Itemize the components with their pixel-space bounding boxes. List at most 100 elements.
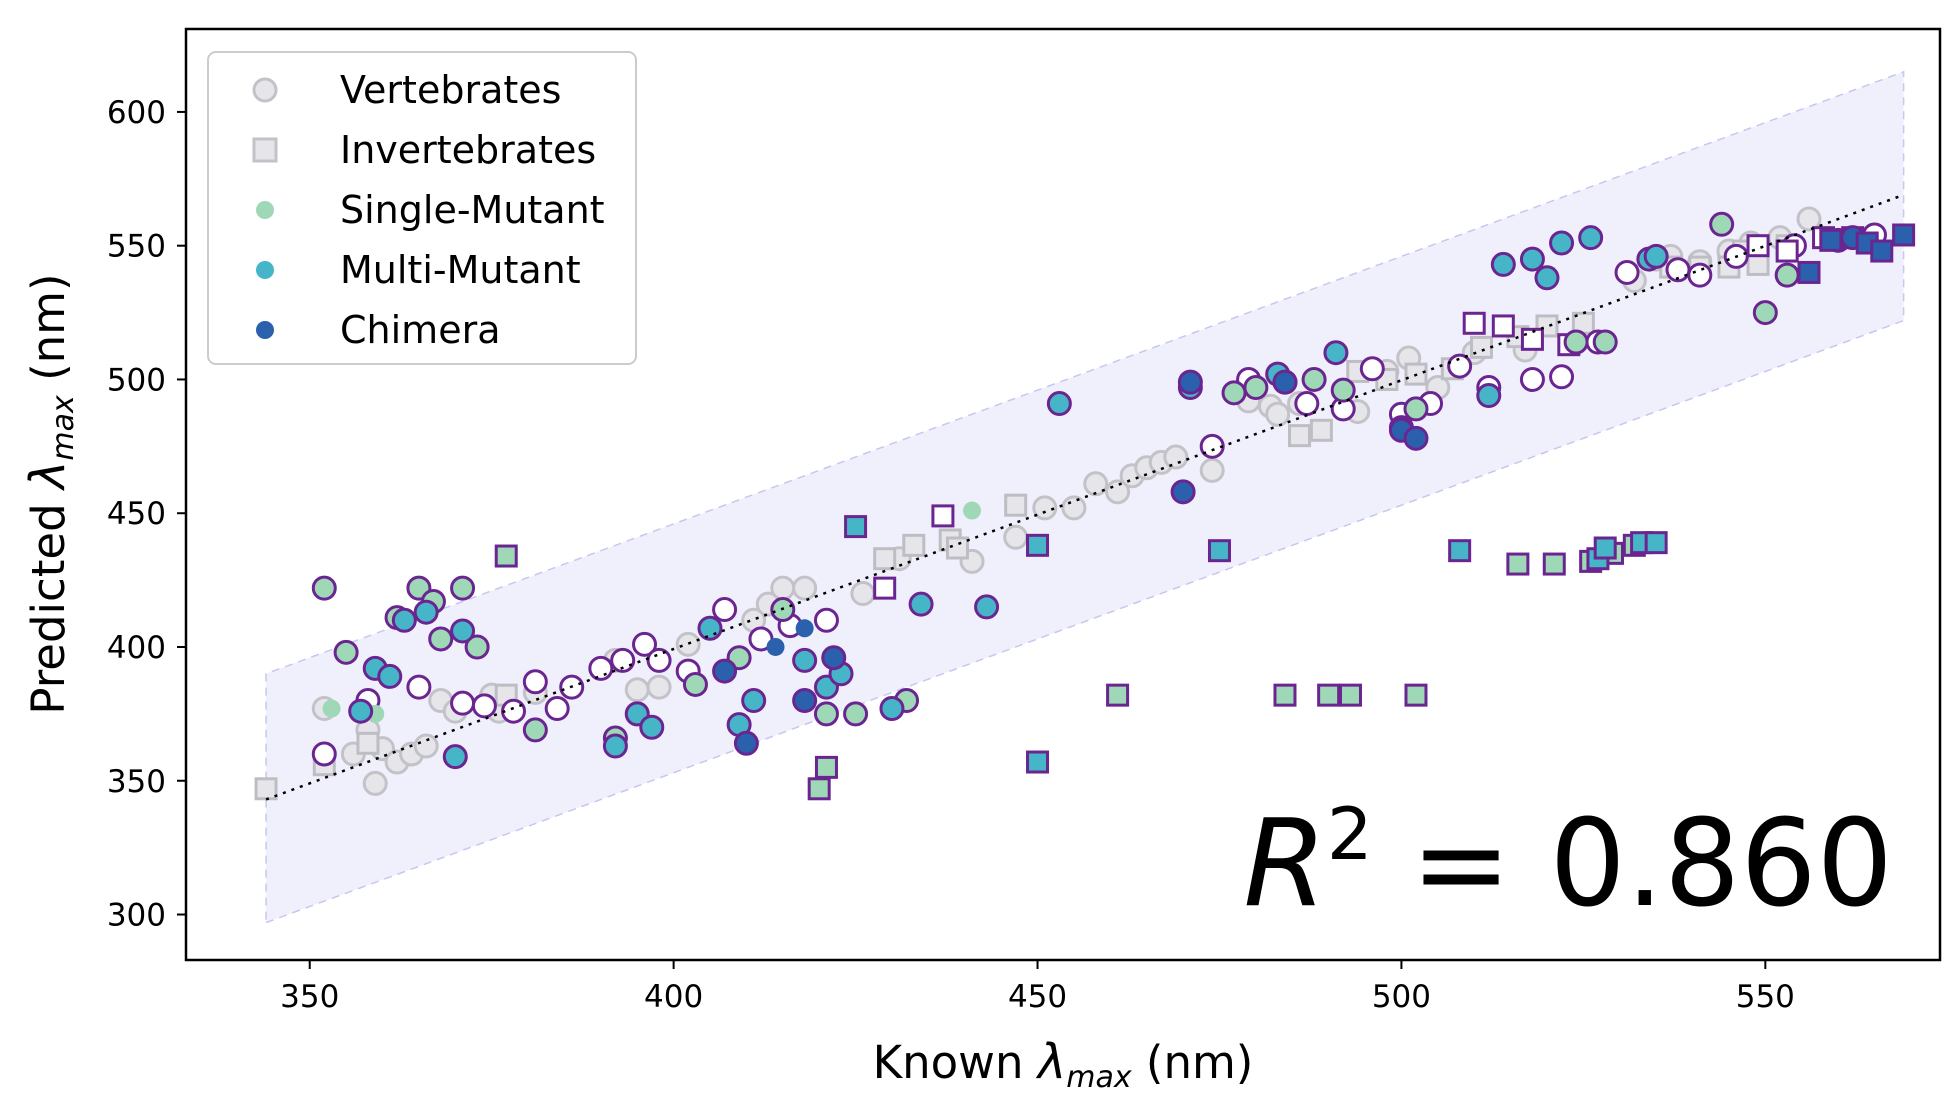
data-point-circle — [850, 580, 876, 606]
y-tick-label: 450 — [107, 496, 166, 532]
data-point-circle — [1032, 495, 1058, 521]
prediction-band-layer — [265, 70, 1905, 924]
data-point-circle — [1243, 374, 1269, 400]
data-point-circle — [1709, 211, 1735, 237]
data-point-square — [844, 515, 868, 539]
data-point-square — [945, 536, 969, 560]
data-point-square — [902, 533, 926, 557]
data-point-circle — [697, 615, 723, 641]
data-point-circle — [1003, 524, 1029, 550]
data-point-circle — [682, 671, 708, 697]
data-point-circle — [792, 575, 818, 601]
data-point-square — [1506, 552, 1530, 576]
data-point-circle — [413, 599, 439, 625]
data-point-circle — [413, 733, 439, 759]
prediction-band — [265, 70, 1905, 924]
data-point-circle — [1403, 425, 1429, 451]
data-point-circle — [1614, 259, 1640, 285]
legend-label: Single-Mutant — [340, 188, 605, 232]
data-point-square — [807, 777, 831, 801]
y-tick-label: 300 — [107, 898, 166, 934]
data-point-circle — [963, 501, 982, 520]
data-point-circle — [450, 575, 476, 601]
data-point-circle — [712, 658, 738, 684]
legend-label: Invertebrates — [340, 128, 596, 172]
data-point-square — [1273, 683, 1297, 707]
data-point-square — [1448, 539, 1472, 563]
data-point-circle — [348, 698, 374, 724]
x-tick-label: 350 — [280, 979, 339, 1015]
data-point-circle — [450, 618, 476, 644]
data-point-square — [873, 547, 897, 571]
data-point-circle — [1083, 471, 1109, 497]
legend-box — [207, 51, 637, 365]
data-point-circle — [795, 619, 814, 638]
data-point-square — [1593, 536, 1617, 560]
data-point-circle — [1752, 300, 1778, 326]
fit-line — [265, 193, 1905, 801]
data-point-circle — [442, 744, 468, 770]
data-point-square — [1775, 239, 1799, 263]
data-point-circle — [1163, 444, 1189, 470]
data-point-circle — [1403, 396, 1429, 422]
r-squared-annotation: R2 = 0.860 — [1243, 792, 1893, 934]
data-point-square — [1026, 533, 1050, 557]
legend-marker-square — [252, 137, 278, 163]
data-point-circle — [1592, 329, 1618, 355]
data-point-square — [1309, 418, 1333, 442]
legend-marker-dot — [256, 321, 274, 339]
data-point-square — [494, 544, 518, 568]
y-tick-label: 550 — [107, 229, 166, 265]
data-point-square — [254, 777, 278, 801]
plot-frame — [184, 27, 1942, 962]
data-point-square — [1644, 531, 1668, 555]
data-point-circle — [741, 687, 767, 713]
data-point-circle — [610, 647, 636, 673]
data-point-circle — [1359, 356, 1385, 382]
data-point-circle — [879, 696, 905, 722]
data-point-square — [1106, 683, 1130, 707]
data-point-circle — [1796, 206, 1822, 232]
x-axis-ticks: 350 400 450 500 550 — [280, 960, 1795, 1015]
data-point-circle — [1265, 401, 1291, 427]
data-point-circle — [1643, 243, 1669, 269]
data-point-circle — [766, 637, 785, 656]
data-point-square — [931, 504, 955, 528]
data-point-circle — [1774, 262, 1800, 288]
data-point-square — [1004, 493, 1028, 517]
data-point-square — [1892, 223, 1916, 247]
data-point-circle — [646, 647, 672, 673]
x-tick-label: 550 — [1736, 979, 1795, 1015]
legend: Vertebrates Invertebrates Single-Mutant Mul… — [207, 51, 637, 365]
data-point-circle — [391, 607, 417, 633]
data-point-circle — [1272, 369, 1298, 395]
fit-line-layer — [265, 193, 1905, 801]
data-point-circle — [646, 674, 672, 700]
data-point-circle — [322, 699, 341, 718]
data-point-circle — [1177, 369, 1203, 395]
data-point-square — [1026, 750, 1050, 774]
data-point-circle — [1323, 340, 1349, 366]
data-point-square — [1317, 683, 1341, 707]
data-point-circle — [471, 693, 497, 719]
data-point-circle — [1199, 457, 1225, 483]
data-point-circle — [1476, 383, 1502, 409]
legend-label: Chimera — [340, 308, 500, 352]
data-point-square — [1491, 314, 1515, 338]
data-point-circle — [428, 626, 454, 652]
data-point-circle — [733, 730, 759, 756]
data-point-circle — [1563, 329, 1589, 355]
data-point-circle — [464, 634, 490, 660]
legend-marker-dot — [256, 201, 274, 219]
y-axis-ticks: 300 350 400 450 500 550 600 — [107, 95, 186, 934]
data-point-circle — [632, 631, 658, 657]
data-point-square — [1819, 228, 1843, 252]
legend-marker-dot — [256, 261, 274, 279]
data-point-circle — [770, 575, 796, 601]
data-point-square — [1542, 552, 1566, 576]
x-tick-label: 450 — [1008, 979, 1067, 1015]
data-point-circle — [311, 741, 337, 767]
data-point-circle — [792, 687, 818, 713]
data-point-circle — [544, 696, 570, 722]
